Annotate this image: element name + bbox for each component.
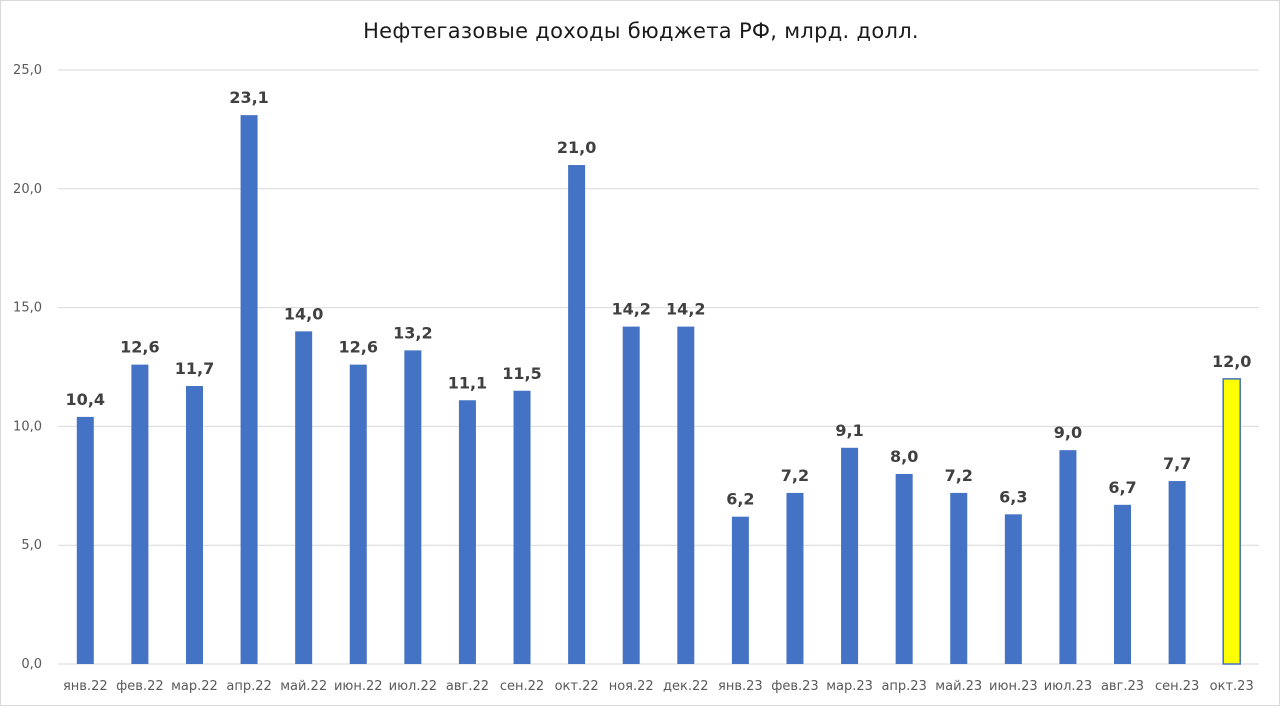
data-label: 23,1 [229,88,268,107]
x-axis-categories: янв.22 фев.22 мар.22 апр.22 май.22 июн.22 июл.… [63,679,1254,694]
x-tick-label: мар.22 [171,679,218,694]
bar-фев.23 [786,492,804,664]
bar-мар.23 [841,447,859,664]
y-tick-label: 0,0 [21,657,42,672]
x-tick-label: авг.23 [1101,679,1144,694]
data-label: 11,1 [448,373,487,392]
data-label: 10,4 [66,390,105,409]
data-label: 7,7 [1163,454,1191,473]
bar-апр.23 [895,473,913,664]
data-label: 6,2 [726,490,754,509]
x-tick-label: май.22 [280,679,327,694]
bar-июл.23 [1059,450,1077,664]
chart-title: Нефтегазовые доходы бюджета РФ, млрд. до… [363,19,919,43]
bar-ноя.22 [622,326,640,664]
x-tick-label: апр.22 [226,679,271,694]
x-tick-label: янв.23 [718,679,763,694]
x-tick-label: июл.23 [1044,679,1092,694]
bar-июл.22 [404,350,422,664]
bar-сен.23 [1168,481,1186,664]
data-label: 9,1 [835,421,863,440]
x-tick-label: июн.22 [334,679,383,694]
data-label: 11,5 [502,364,541,383]
data-label: 14,2 [666,300,705,319]
x-tick-label: июл.22 [389,679,437,694]
x-tick-label: дек.22 [663,679,709,694]
x-tick-label: окт.22 [555,679,599,694]
data-label: 8,0 [890,447,918,466]
x-tick-label: сен.23 [1155,679,1199,694]
y-tick-label: 20,0 [13,182,42,197]
y-tick-label: 5,0 [21,538,42,553]
data-label: 6,7 [1108,478,1136,497]
data-label: 7,2 [781,466,809,485]
data-label: 9,0 [1054,423,1082,442]
x-tick-label: июн.23 [989,679,1038,694]
bar-янв.23 [731,516,749,664]
data-label: 12,6 [339,338,378,357]
data-label: 7,2 [945,466,973,485]
data-label: 11,7 [175,359,214,378]
x-tick-label: авг.22 [446,679,489,694]
bar-авг.23 [1114,504,1132,664]
data-label: 12,6 [120,338,159,357]
bar-сен.22 [513,390,531,664]
data-label: 14,0 [284,304,323,323]
bar-май.23 [950,492,968,664]
data-label: 6,3 [999,487,1027,506]
x-tick-label: ноя.22 [609,679,654,694]
x-tick-label: фев.23 [771,679,818,694]
bar-окт.23 [1222,378,1241,665]
y-tick-label: 25,0 [13,63,42,78]
data-label: 12,0 [1212,352,1251,371]
data-label: 14,2 [611,300,650,319]
bar-авг.22 [458,400,476,664]
x-tick-label: янв.22 [63,679,108,694]
data-labels: 10,4 12,6 11,7 23,1 14,0 12,6 13,2 11,1 11,5 21,0… [66,88,1252,509]
y-tick-label: 15,0 [13,301,42,316]
bar-июн.22 [349,364,367,664]
data-label: 21,0 [557,138,596,157]
x-tick-label: апр.23 [881,679,926,694]
x-tick-label: май.23 [935,679,982,694]
y-axis-ticks: 0,0 5,0 10,0 15,0 20,0 25,0 [13,63,42,672]
x-tick-label: фев.22 [116,679,163,694]
bar-мар.22 [185,386,203,664]
y-tick-label: 10,0 [13,419,42,434]
bar-янв.22 [76,416,94,664]
grid-lines [58,69,1259,665]
x-tick-label: сен.22 [500,679,544,694]
data-label: 13,2 [393,323,432,342]
bar-июн.23 [1004,514,1022,664]
bar-окт.22 [568,165,586,665]
bar-апр.22 [240,115,258,665]
bar-дек.22 [677,326,695,664]
x-tick-label: мар.23 [826,679,873,694]
x-tick-label: окт.23 [1210,679,1254,694]
bar-фев.22 [131,364,149,664]
bar-май.22 [295,331,313,664]
bars [76,115,1241,665]
